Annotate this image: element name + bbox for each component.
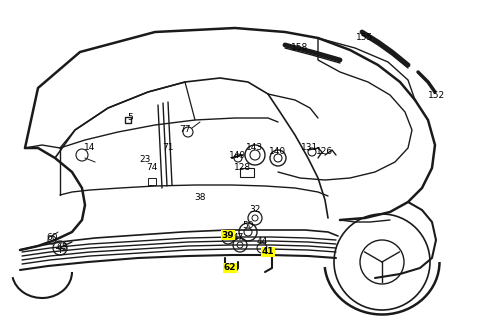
Text: 32: 32 xyxy=(249,205,261,214)
Text: 143: 143 xyxy=(246,143,264,153)
Text: 5: 5 xyxy=(127,114,133,123)
Text: 44: 44 xyxy=(256,237,268,246)
Bar xyxy=(148,178,156,185)
Text: 60: 60 xyxy=(46,234,58,243)
Text: 155: 155 xyxy=(356,34,373,43)
Text: 158: 158 xyxy=(291,44,309,52)
Text: 65: 65 xyxy=(56,244,68,252)
Text: 71: 71 xyxy=(162,143,174,153)
Text: 23: 23 xyxy=(139,156,151,164)
Text: 149: 149 xyxy=(229,150,247,159)
Text: 38: 38 xyxy=(194,194,206,203)
Text: 77: 77 xyxy=(179,125,191,134)
Text: 74: 74 xyxy=(146,164,158,172)
Text: 41: 41 xyxy=(262,247,274,257)
Text: 126: 126 xyxy=(316,148,334,156)
Text: 152: 152 xyxy=(429,91,445,100)
Text: 131: 131 xyxy=(301,143,319,153)
Text: 14: 14 xyxy=(84,143,96,153)
Text: 39: 39 xyxy=(222,230,234,239)
Text: 140: 140 xyxy=(269,148,287,156)
Bar xyxy=(240,168,254,177)
Text: 50: 50 xyxy=(242,220,254,229)
Text: 47: 47 xyxy=(232,234,244,243)
Text: 62: 62 xyxy=(224,263,236,273)
Text: 128: 128 xyxy=(234,164,252,172)
